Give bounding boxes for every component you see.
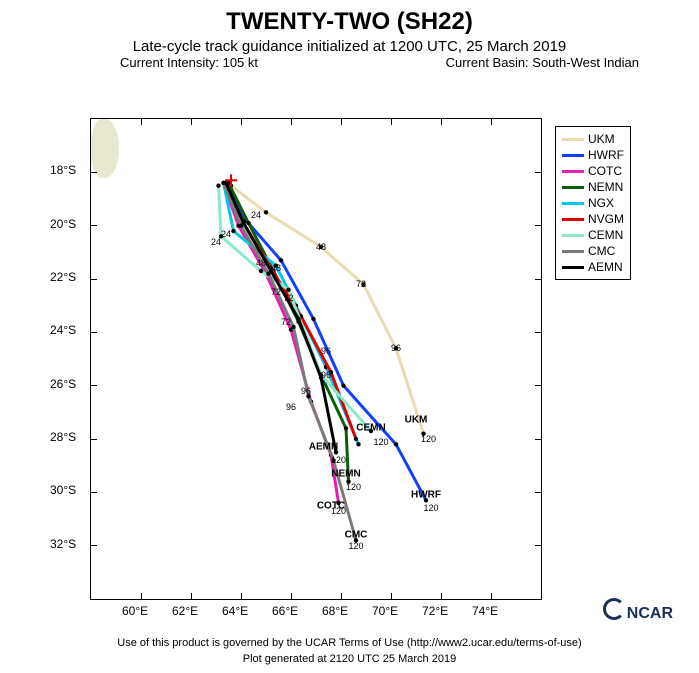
x-tick-label: 66°E bbox=[272, 604, 298, 618]
chart-subtitle: Late-cycle track guidance initialized at… bbox=[0, 38, 699, 55]
legend-swatch-icon bbox=[562, 266, 584, 269]
y-tick-label: 28°S bbox=[50, 430, 76, 444]
y-tick-label: 20°S bbox=[50, 217, 76, 231]
legend-item: NGX bbox=[562, 195, 624, 211]
landmass bbox=[91, 119, 119, 178]
track-point bbox=[361, 282, 365, 286]
track-point bbox=[241, 221, 245, 225]
x-tick-label: 68°E bbox=[322, 604, 348, 618]
legend-swatch-icon bbox=[562, 138, 584, 141]
legend-item: COTC bbox=[562, 163, 624, 179]
track-point bbox=[356, 442, 360, 446]
plot-area: 2424244848487272727296969696961201201201… bbox=[90, 118, 542, 600]
ncar-swirl-icon bbox=[603, 598, 625, 620]
model-end-label: HWRF bbox=[411, 490, 441, 501]
track-point bbox=[279, 258, 283, 262]
legend-label: NVGM bbox=[588, 212, 624, 226]
model-end-label: NEMN bbox=[331, 468, 360, 479]
model-end-label: AEMN bbox=[309, 442, 338, 453]
intensity-label: Current Intensity: 105 kt bbox=[120, 55, 258, 70]
x-tick-label: 74°E bbox=[472, 604, 498, 618]
meta-row: Current Intensity: 105 kt Current Basin:… bbox=[0, 55, 699, 70]
model-end-label: COTC bbox=[317, 500, 345, 511]
legend-label: UKM bbox=[588, 132, 615, 146]
legend-item: NEMN bbox=[562, 179, 624, 195]
x-tick-label: 62°E bbox=[172, 604, 198, 618]
legend-label: NEMN bbox=[588, 180, 623, 194]
ncar-text: NCAR bbox=[627, 605, 673, 622]
track-point bbox=[306, 394, 310, 398]
legend-item: CMC bbox=[562, 243, 624, 259]
legend-swatch-icon bbox=[562, 186, 584, 189]
tracks-svg bbox=[91, 119, 541, 599]
y-tick-label: 22°S bbox=[50, 270, 76, 284]
y-tick-label: 26°S bbox=[50, 377, 76, 391]
legend-label: HWRF bbox=[588, 148, 624, 162]
legend-swatch-icon bbox=[562, 170, 584, 173]
legend-label: AEMN bbox=[588, 260, 623, 274]
legend-label: NGX bbox=[588, 196, 614, 210]
model-end-label: CMC bbox=[345, 530, 368, 541]
legend: UKM HWRF COTC NEMN NGX NVGM CEMN CMC AEMN bbox=[555, 126, 631, 280]
track-point bbox=[319, 245, 323, 249]
track-point bbox=[286, 287, 290, 291]
track-point bbox=[354, 437, 358, 441]
legend-item: CEMN bbox=[562, 227, 624, 243]
basin-label: Current Basin: South-West Indian bbox=[446, 55, 639, 70]
legend-item: NVGM bbox=[562, 211, 624, 227]
legend-label: CEMN bbox=[588, 228, 623, 242]
track-point bbox=[291, 325, 295, 329]
track-hwrf bbox=[226, 183, 426, 500]
track-point bbox=[344, 426, 348, 430]
track-point bbox=[331, 458, 335, 462]
legend-label: CMC bbox=[588, 244, 615, 258]
model-end-label: UKM bbox=[405, 415, 428, 426]
legend-item: UKM bbox=[562, 131, 624, 147]
track-point bbox=[346, 479, 350, 483]
x-tick-label: 60°E bbox=[122, 604, 148, 618]
track-point bbox=[231, 229, 235, 233]
footer-terms: Use of this product is governed by the U… bbox=[0, 637, 699, 649]
track-point bbox=[394, 346, 398, 350]
track-point bbox=[274, 263, 278, 267]
track-point bbox=[394, 442, 398, 446]
legend-item: AEMN bbox=[562, 259, 624, 275]
track-point bbox=[219, 234, 223, 238]
track-point bbox=[341, 383, 345, 387]
model-end-label: CEMN bbox=[356, 423, 385, 434]
y-tick-label: 18°S bbox=[50, 163, 76, 177]
track-point bbox=[246, 221, 250, 225]
track-point bbox=[296, 317, 300, 321]
legend-swatch-icon bbox=[562, 250, 584, 253]
chart-title: TWENTY-TWO (SH22) bbox=[0, 8, 699, 36]
y-tick-label: 24°S bbox=[50, 323, 76, 337]
track-point bbox=[319, 375, 323, 379]
track-point bbox=[311, 317, 315, 321]
x-tick-label: 72°E bbox=[422, 604, 448, 618]
ncar-logo: NCAR bbox=[603, 598, 673, 623]
legend-swatch-icon bbox=[562, 202, 584, 205]
y-tick-label: 30°S bbox=[50, 483, 76, 497]
track-point bbox=[269, 269, 273, 273]
track-point bbox=[216, 183, 220, 187]
track-cotc bbox=[224, 183, 339, 503]
footer-generated: Plot generated at 2120 UTC 25 March 2019 bbox=[0, 653, 699, 665]
legend-swatch-icon bbox=[562, 234, 584, 237]
track-point bbox=[224, 181, 228, 185]
track-point bbox=[421, 431, 425, 435]
track-point bbox=[329, 370, 333, 374]
legend-swatch-icon bbox=[562, 218, 584, 221]
legend-swatch-icon bbox=[562, 154, 584, 157]
legend-label: COTC bbox=[588, 164, 622, 178]
track-ukm bbox=[231, 186, 424, 434]
track-point bbox=[264, 210, 268, 214]
track-point bbox=[259, 269, 263, 273]
x-tick-label: 64°E bbox=[222, 604, 248, 618]
y-tick-label: 32°S bbox=[50, 537, 76, 551]
legend-item: HWRF bbox=[562, 147, 624, 163]
x-tick-label: 70°E bbox=[372, 604, 398, 618]
